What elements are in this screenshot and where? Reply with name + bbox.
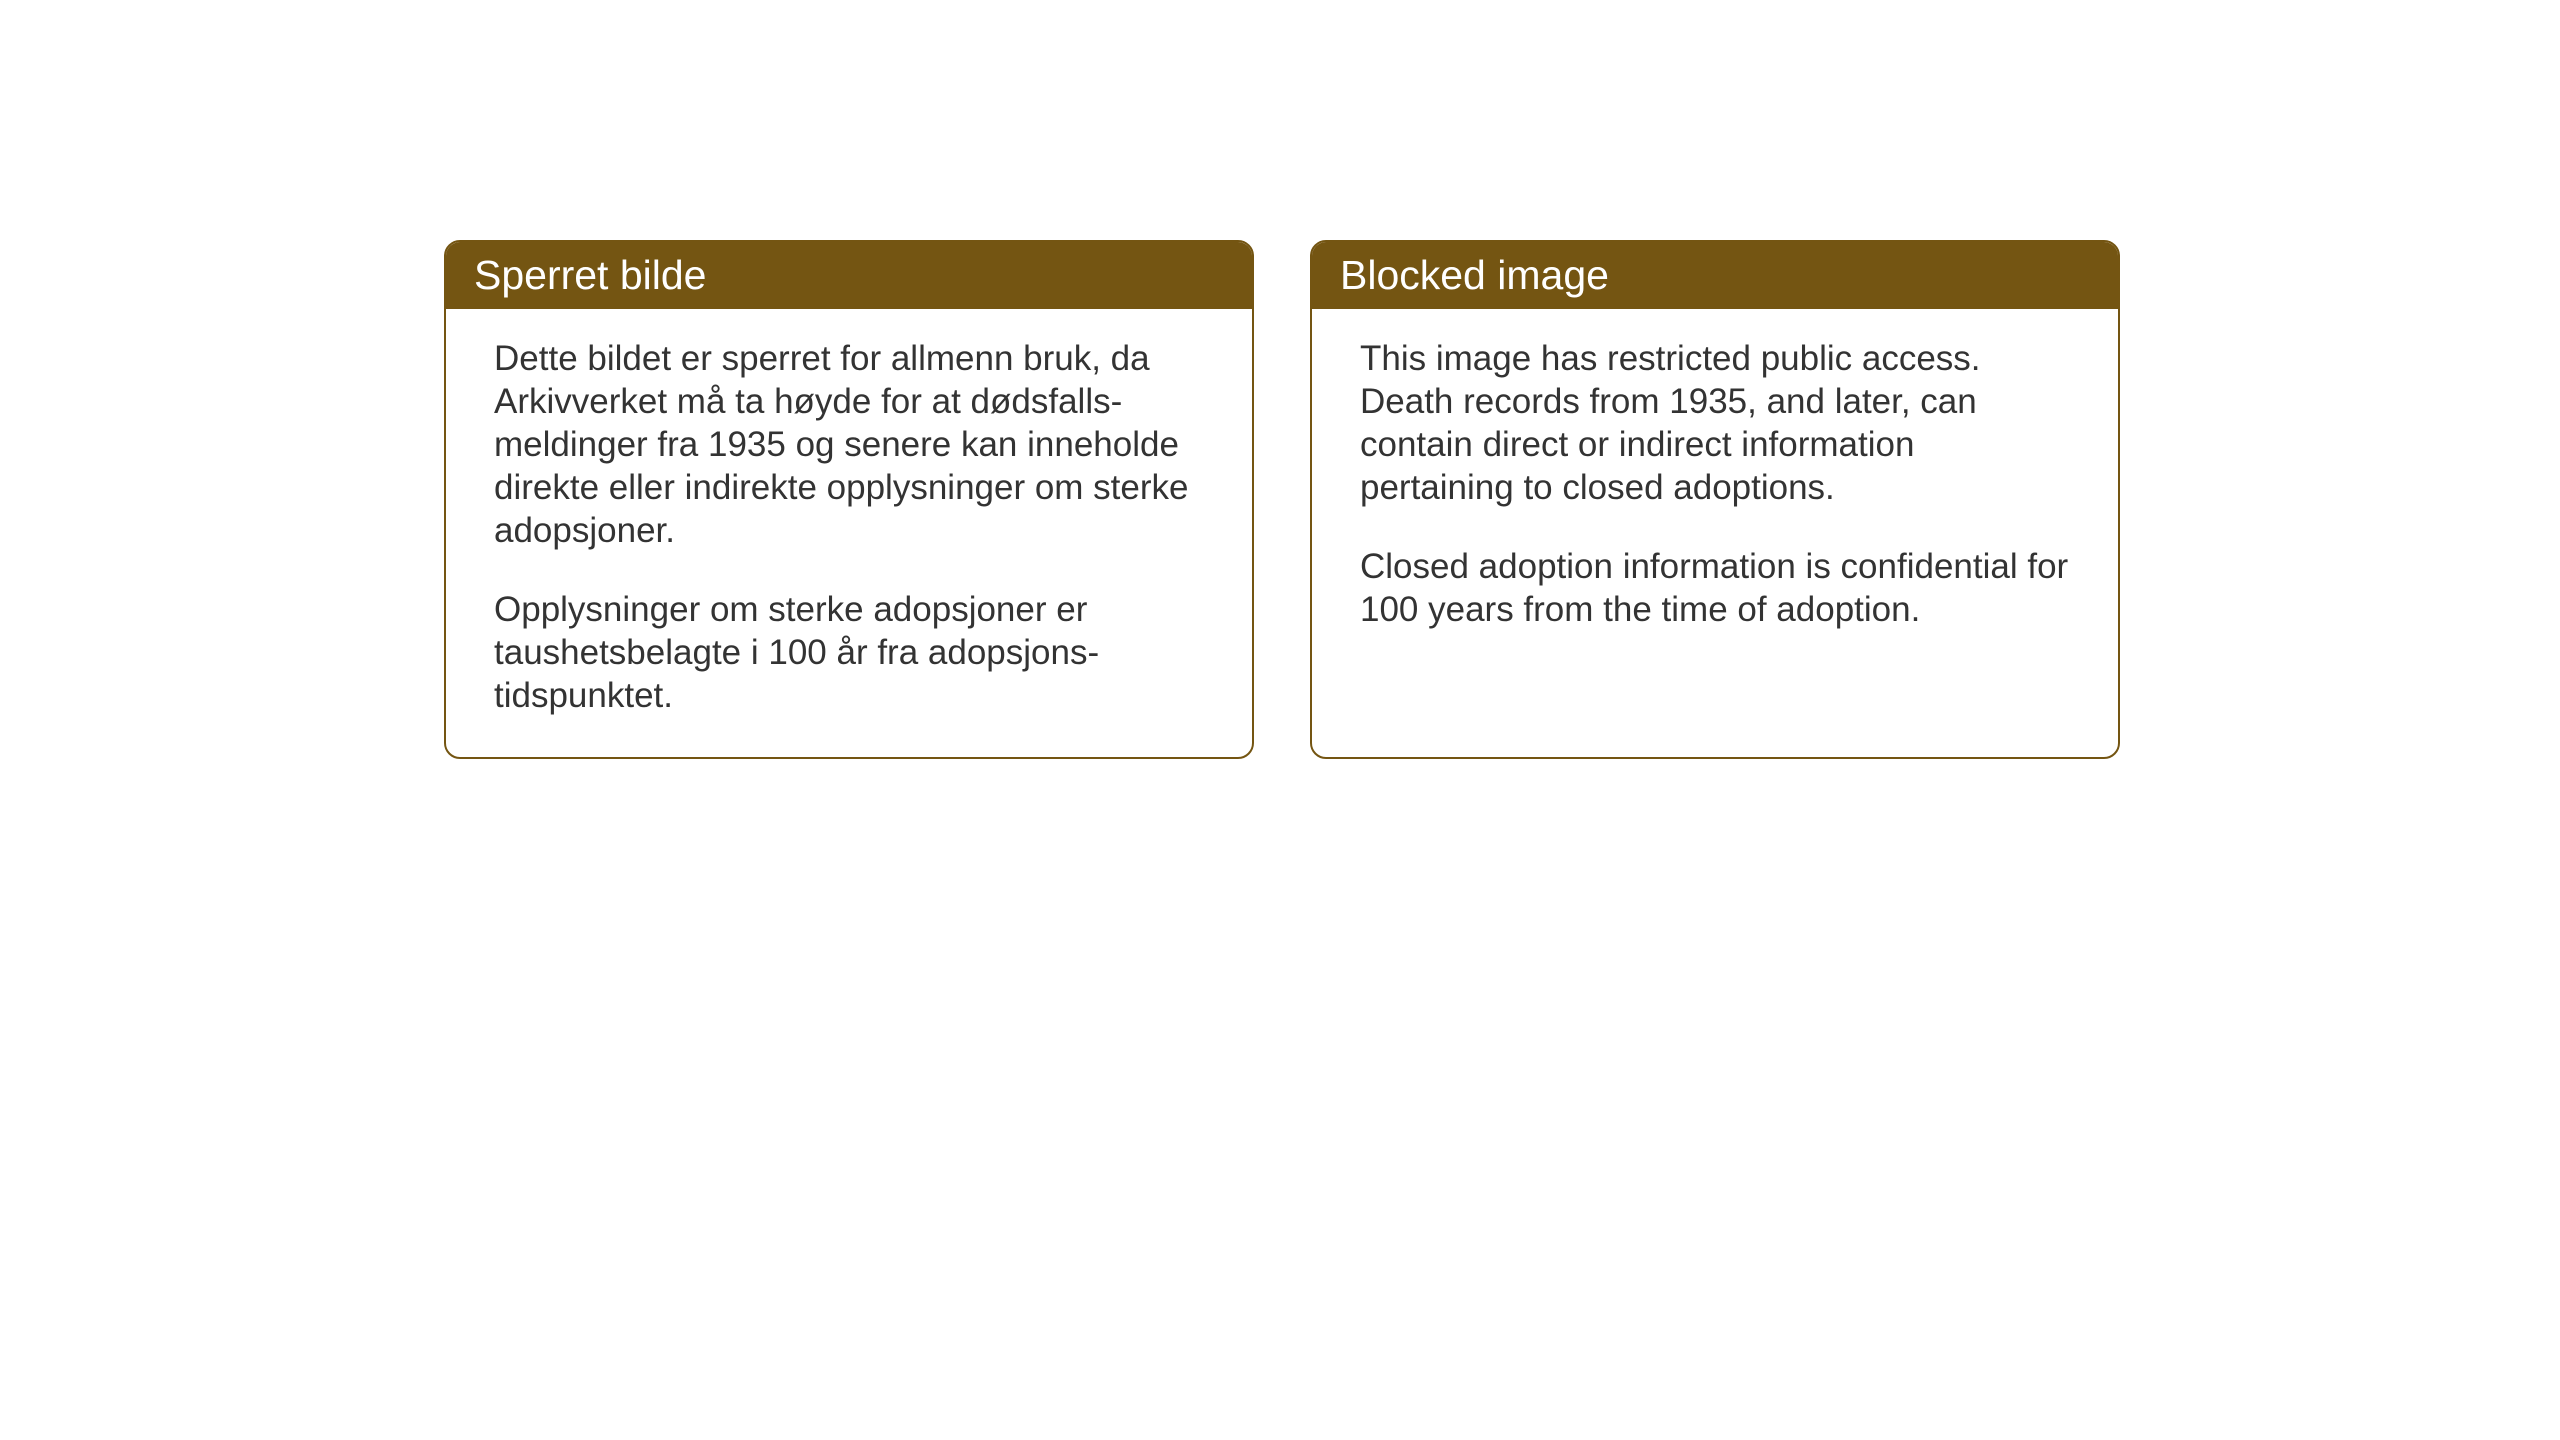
cards-container: Sperret bilde Dette bildet er sperret fo… — [444, 240, 2120, 759]
card-english: Blocked image This image has restricted … — [1310, 240, 2120, 759]
card-paragraph: Opplysninger om sterke adopsjoner er tau… — [494, 588, 1204, 717]
card-header-norwegian: Sperret bilde — [446, 242, 1252, 309]
card-title: Sperret bilde — [474, 252, 706, 298]
card-body-english: This image has restricted public access.… — [1312, 309, 2118, 671]
card-title: Blocked image — [1340, 252, 1609, 298]
card-paragraph: Closed adoption information is confident… — [1360, 545, 2070, 631]
card-body-norwegian: Dette bildet er sperret for allmenn bruk… — [446, 309, 1252, 757]
card-header-english: Blocked image — [1312, 242, 2118, 309]
card-norwegian: Sperret bilde Dette bildet er sperret fo… — [444, 240, 1254, 759]
card-paragraph: This image has restricted public access.… — [1360, 337, 2070, 509]
card-paragraph: Dette bildet er sperret for allmenn bruk… — [494, 337, 1204, 552]
